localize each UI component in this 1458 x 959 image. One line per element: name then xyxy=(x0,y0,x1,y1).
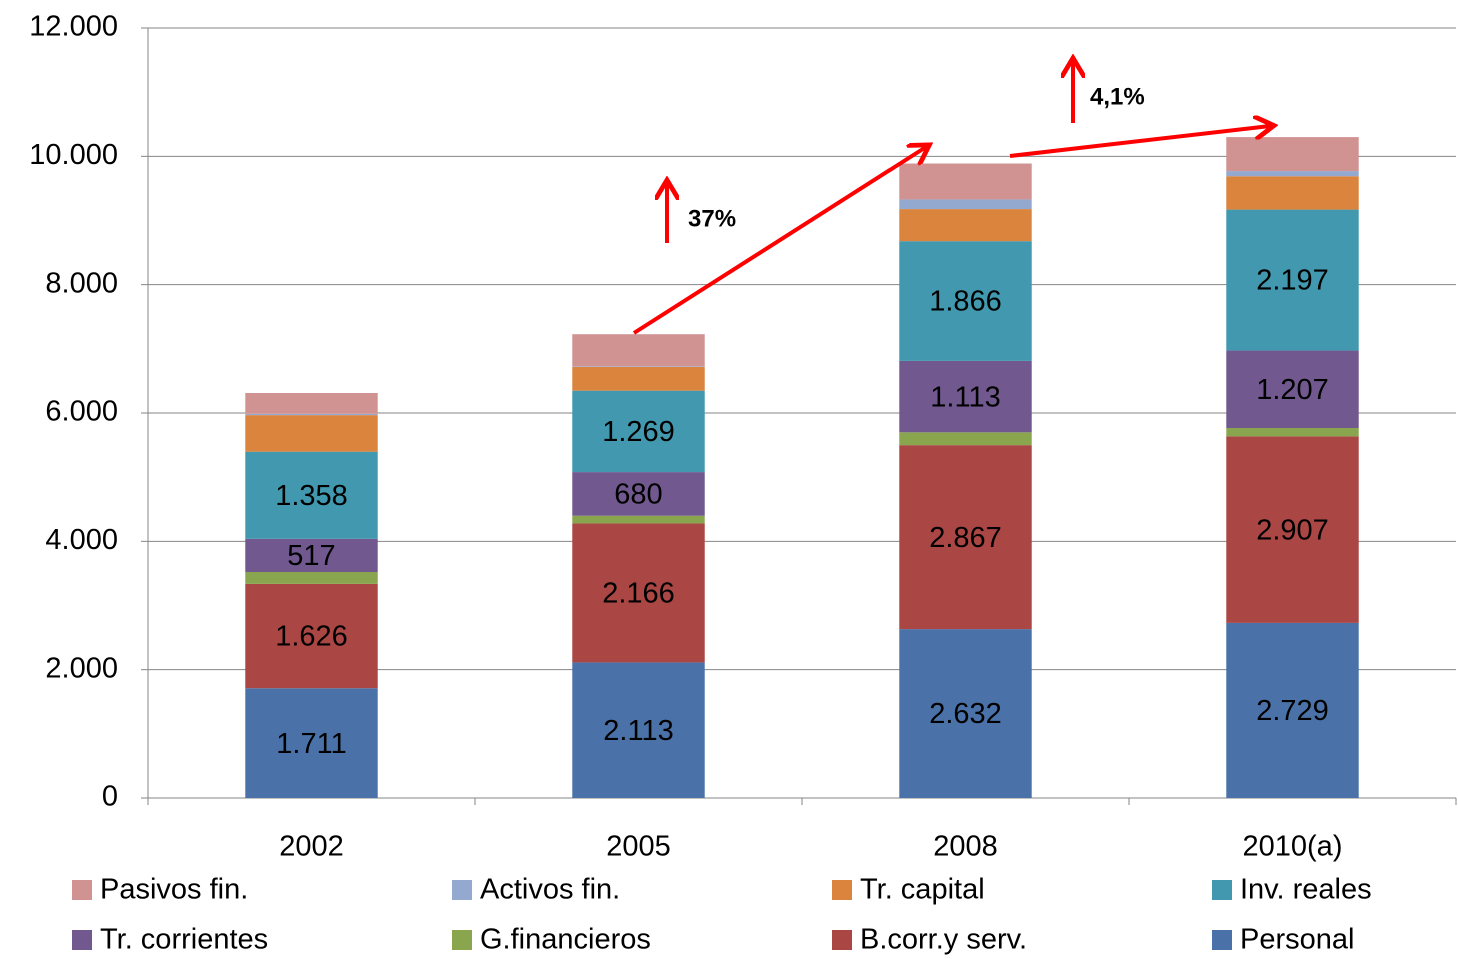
legend-label: Tr. capital xyxy=(860,874,985,906)
y-tick-label: 12.000 xyxy=(29,11,118,43)
bar-segment xyxy=(1226,176,1359,210)
bar-segment xyxy=(245,688,378,798)
legend-label: Tr. corrientes xyxy=(100,924,268,956)
bar-segment xyxy=(572,334,705,367)
legend-label: Pasivos fin. xyxy=(100,874,248,906)
bar-segment xyxy=(572,366,705,391)
plot-area: 0 2.000 4.000 6.000 8.000 10.000 12.000 2002 1.7… xyxy=(29,11,1457,863)
data-label: 2.729 xyxy=(1256,695,1329,727)
bar-segment xyxy=(572,515,705,524)
annotation: 37% xyxy=(688,205,736,232)
data-label: 1.269 xyxy=(602,416,675,448)
x-tick-label: 2002 xyxy=(279,831,344,863)
x-tick-label: 2008 xyxy=(933,831,998,863)
annotation: 4,1% xyxy=(1090,83,1145,110)
y-tick-label: 8.000 xyxy=(45,267,118,299)
legend-swatch xyxy=(832,880,852,900)
bar-segment xyxy=(899,241,1032,361)
data-label: 2.867 xyxy=(929,522,1002,554)
data-label: 1.711 xyxy=(276,728,346,760)
bar-segment xyxy=(1226,137,1359,172)
legend-swatch xyxy=(452,930,472,950)
bar-segment xyxy=(899,163,1032,200)
data-label: 2.632 xyxy=(929,698,1002,730)
legend-swatch xyxy=(1212,930,1232,950)
data-label: 1.113 xyxy=(930,381,1000,413)
legend-swatch xyxy=(832,930,852,950)
bar-segment xyxy=(1226,428,1359,437)
bar-segment xyxy=(899,445,1032,630)
legend-swatch xyxy=(72,880,92,900)
bar-segment xyxy=(899,199,1032,210)
arrow xyxy=(1009,126,1270,158)
legend-label: Inv. reales xyxy=(1240,874,1372,906)
data-label: 1.358 xyxy=(275,480,348,512)
data-label: 2.907 xyxy=(1256,514,1329,546)
bar-segment xyxy=(899,629,1032,798)
data-label: 517 xyxy=(287,540,335,572)
legend-label: B.corr.y serv. xyxy=(860,924,1027,956)
bar-segment xyxy=(1226,436,1359,623)
x-tick-label: 2010(a) xyxy=(1243,831,1343,863)
y-tick-label: 2.000 xyxy=(45,652,118,684)
bar-segment xyxy=(572,390,705,473)
bar-segment xyxy=(899,209,1032,242)
bar-segment xyxy=(245,538,378,573)
legend-label: Personal xyxy=(1240,924,1354,956)
data-label: 680 xyxy=(614,479,662,511)
bar-segment xyxy=(899,432,1032,446)
data-label: 2.113 xyxy=(603,715,673,747)
legend-label: Activos fin. xyxy=(480,874,620,906)
arrow xyxy=(632,147,926,335)
x-tick-label: 2005 xyxy=(606,831,671,863)
bar-segment xyxy=(245,572,378,584)
legend-swatch xyxy=(72,930,92,950)
bar-segment xyxy=(245,583,378,689)
bar-segment xyxy=(899,360,1032,433)
y-tick-label: 0 xyxy=(102,781,118,813)
bar-segment xyxy=(572,472,705,516)
bar-segment xyxy=(245,451,378,539)
bar-segment xyxy=(1226,350,1359,429)
bar-segment xyxy=(245,392,378,414)
bar-segment xyxy=(1226,622,1359,798)
bar-segment xyxy=(245,413,378,416)
data-label: 1.207 xyxy=(1256,374,1329,406)
y-tick-label: 6.000 xyxy=(45,396,118,428)
bar-segment xyxy=(1226,171,1359,177)
bar-segment xyxy=(245,415,378,452)
data-label: 2.197 xyxy=(1256,265,1329,297)
legend-swatch xyxy=(452,880,472,900)
y-tick-label: 10.000 xyxy=(29,139,118,171)
bar-segment xyxy=(572,523,705,663)
data-label: 1.626 xyxy=(275,621,348,653)
annotation-arrows xyxy=(632,62,1270,335)
data-label: 1.866 xyxy=(929,286,1002,318)
bar-segment xyxy=(1226,209,1359,351)
y-tick-label: 4.000 xyxy=(45,524,118,556)
data-label: 2.166 xyxy=(602,578,675,610)
legend-swatch xyxy=(1212,880,1232,900)
bar-segment xyxy=(572,662,705,798)
legend-label: G.financieros xyxy=(480,924,651,956)
bar-segment xyxy=(572,366,705,367)
